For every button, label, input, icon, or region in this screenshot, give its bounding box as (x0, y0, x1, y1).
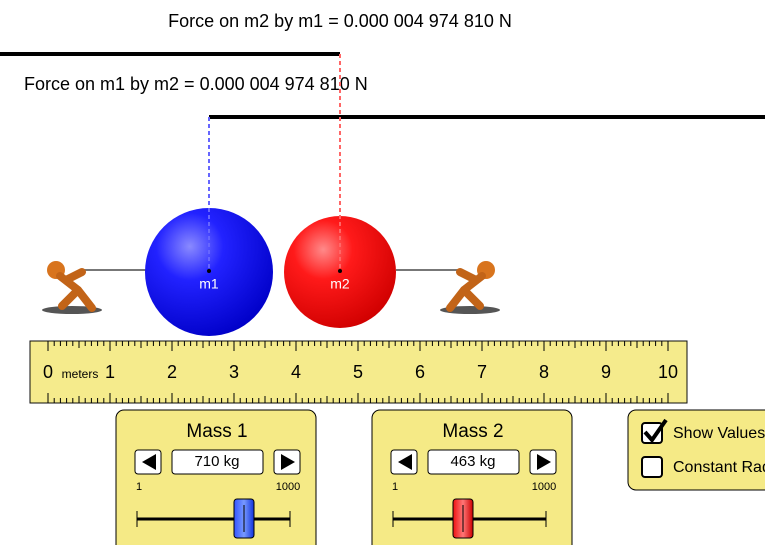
ruler-label: 7 (477, 362, 487, 382)
mass-value: 710 kg (194, 453, 239, 470)
ruler-label: 0 (43, 362, 53, 382)
checkbox[interactable] (641, 456, 663, 478)
slider-min: 1 (136, 481, 142, 493)
ruler-unit: meters (62, 367, 99, 381)
ruler-label: 6 (415, 362, 425, 382)
options-panel: Show Values Constant Radius (627, 409, 765, 491)
option-label[interactable]: Constant Radius (673, 459, 765, 476)
control-panels: Mass 1 710 kg 1 1000 Mass 2 463 kg 1 1000 (115, 409, 573, 545)
panel-title: Mass 2 (442, 421, 503, 442)
ruler-label: 10 (658, 362, 678, 382)
ruler-label: 4 (291, 362, 301, 382)
value-box (427, 449, 520, 475)
option-label[interactable]: Show Values (673, 425, 765, 442)
mass-label: m1 (199, 276, 219, 292)
step-arrow[interactable] (398, 454, 412, 470)
mass-value: 463 kg (450, 453, 495, 470)
ruler-label: 3 (229, 362, 239, 382)
mass-label: m2 (330, 276, 350, 292)
panel (115, 409, 317, 545)
force-label: Force on m2 by m1 = 0.000 004 974 810 N (168, 11, 512, 31)
mass-control: Mass 1 710 kg 1 1000 (115, 409, 317, 545)
step-arrow[interactable] (537, 454, 551, 470)
force-label: Force on m1 by m2 = 0.000 004 974 810 N (24, 74, 368, 94)
step-arrow[interactable] (281, 454, 295, 470)
ruler-label: 8 (539, 362, 549, 382)
mass-control: Mass 2 463 kg 1 1000 (371, 409, 573, 545)
puller[interactable] (440, 261, 500, 314)
center-dot (207, 269, 211, 273)
value-box (171, 449, 264, 475)
ruler[interactable]: 0 1 2 3 4 5 6 7 8 9 10 meters (29, 340, 688, 404)
panel (371, 409, 573, 545)
ruler-label: 5 (353, 362, 363, 382)
slider-max: 1000 (276, 481, 300, 493)
step-arrow[interactable] (142, 454, 156, 470)
slider-min: 1 (392, 481, 398, 493)
panel-title: Mass 1 (186, 421, 247, 442)
center-dot (338, 269, 342, 273)
puller[interactable] (42, 261, 102, 314)
slider-max: 1000 (532, 481, 556, 493)
ruler-label: 1 (105, 362, 115, 382)
ruler-label: 2 (167, 362, 177, 382)
ruler-label: 9 (601, 362, 611, 382)
